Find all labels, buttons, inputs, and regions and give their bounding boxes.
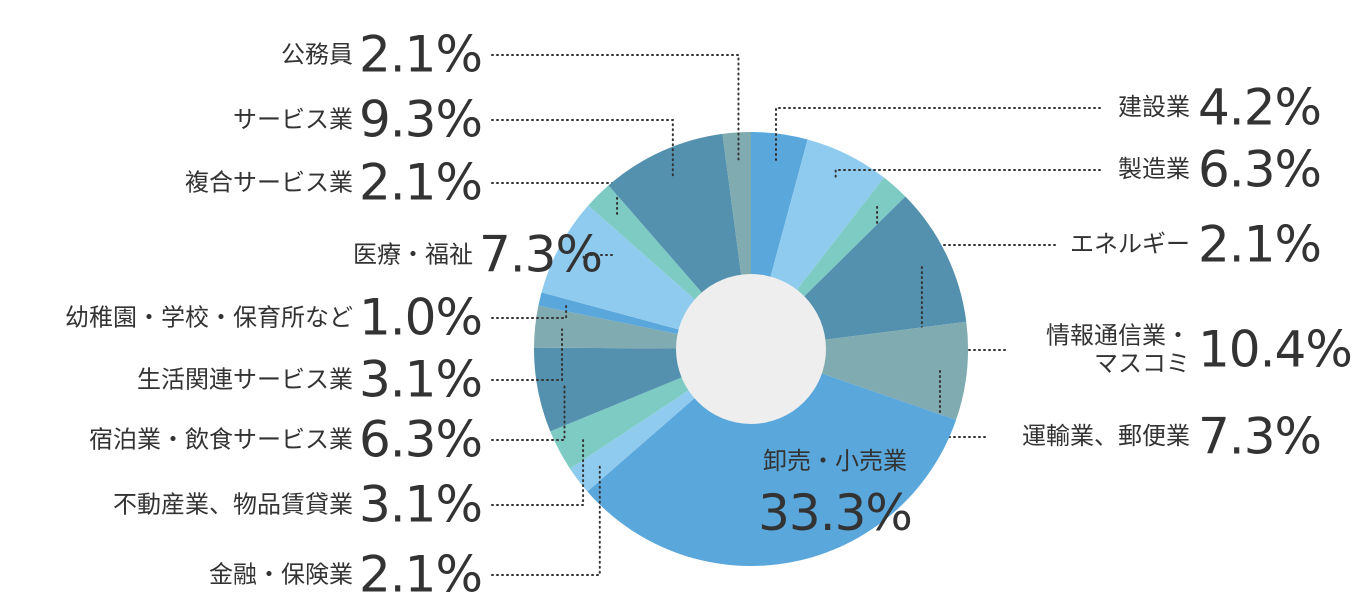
slice-label: 医療・福祉 (352, 240, 473, 269)
slice-value: 1.0% (358, 288, 483, 347)
slice-value: 4.2% (1198, 78, 1322, 137)
slice-label: 卸売・小売業 (763, 447, 907, 475)
slice-value: 3.1% (358, 475, 483, 534)
slice-value: 2.1% (358, 545, 483, 604)
slice-label: 建設業 (1118, 93, 1190, 122)
slice-label: 複合サービス業 (184, 168, 353, 197)
slice-label-row: 不動産業、物品賃貸業 3.1% (112, 475, 483, 534)
slice-label: 宿泊業・飲食サービス業 (88, 425, 353, 454)
leader-line (491, 54, 740, 161)
leader-line (491, 119, 674, 177)
leader-line (920, 264, 1006, 351)
slice-label: エネルギー (1070, 230, 1190, 259)
slice-value: 10.4% (1198, 320, 1353, 379)
leader-line (491, 384, 566, 441)
slice-value: 7.3% (1198, 407, 1322, 466)
slice-value: 33.3% (758, 484, 913, 542)
leader-line (491, 463, 601, 576)
slice-label: 幼稚園・学校・保育所など (64, 303, 353, 332)
slice-label-row: 公務員 2.1% (280, 25, 483, 84)
slice-label-row: 金融・保険業 2.1% (208, 545, 483, 604)
slice-label: 運輸業、郵便業 (1022, 422, 1190, 451)
slice-label-row: 宿泊業・飲食サービス業 6.3% (88, 410, 483, 469)
slice-value: 2.1% (1198, 215, 1322, 274)
slice-label-row: サービス業 9.3% (232, 90, 483, 149)
slice-label: 情報通信業・ マスコミ (1046, 321, 1190, 377)
leader-line (774, 107, 1101, 162)
slice-label: 生活関連サービス業 (136, 365, 353, 394)
slice-label: 製造業 (1118, 155, 1190, 184)
slice-label-row: 複合サービス業 2.1% (184, 153, 483, 212)
donut-hole (676, 274, 826, 424)
leader-line (491, 436, 585, 506)
slice-label: 不動産業、物品賃貸業 (112, 490, 353, 519)
slice-value: 9.3% (358, 90, 483, 149)
slice-value: 2.1% (358, 25, 483, 84)
slice-value: 2.1% (358, 153, 483, 212)
slice-value: 6.3% (1198, 140, 1322, 199)
leader-line (834, 169, 1101, 180)
slice-label-row: 医療・福祉 7.3% (352, 225, 603, 284)
slice-value: 7.3% (478, 225, 603, 284)
leader-line (491, 304, 568, 319)
leader-line (876, 205, 1056, 246)
slice-label: 金融・保険業 (208, 560, 353, 589)
slice-value: 6.3% (358, 410, 483, 469)
slice-label-row: 幼稚園・学校・保育所など 1.0% (64, 288, 483, 347)
slice-value: 3.1% (358, 350, 483, 409)
slice-label: サービス業 (232, 105, 353, 134)
leader-line (582, 254, 613, 261)
donut-slice (587, 349, 957, 566)
slice-label: 公務員 (280, 40, 353, 69)
leader-line (491, 328, 564, 381)
slice-label-row: 生活関連サービス業 3.1% (136, 350, 483, 409)
